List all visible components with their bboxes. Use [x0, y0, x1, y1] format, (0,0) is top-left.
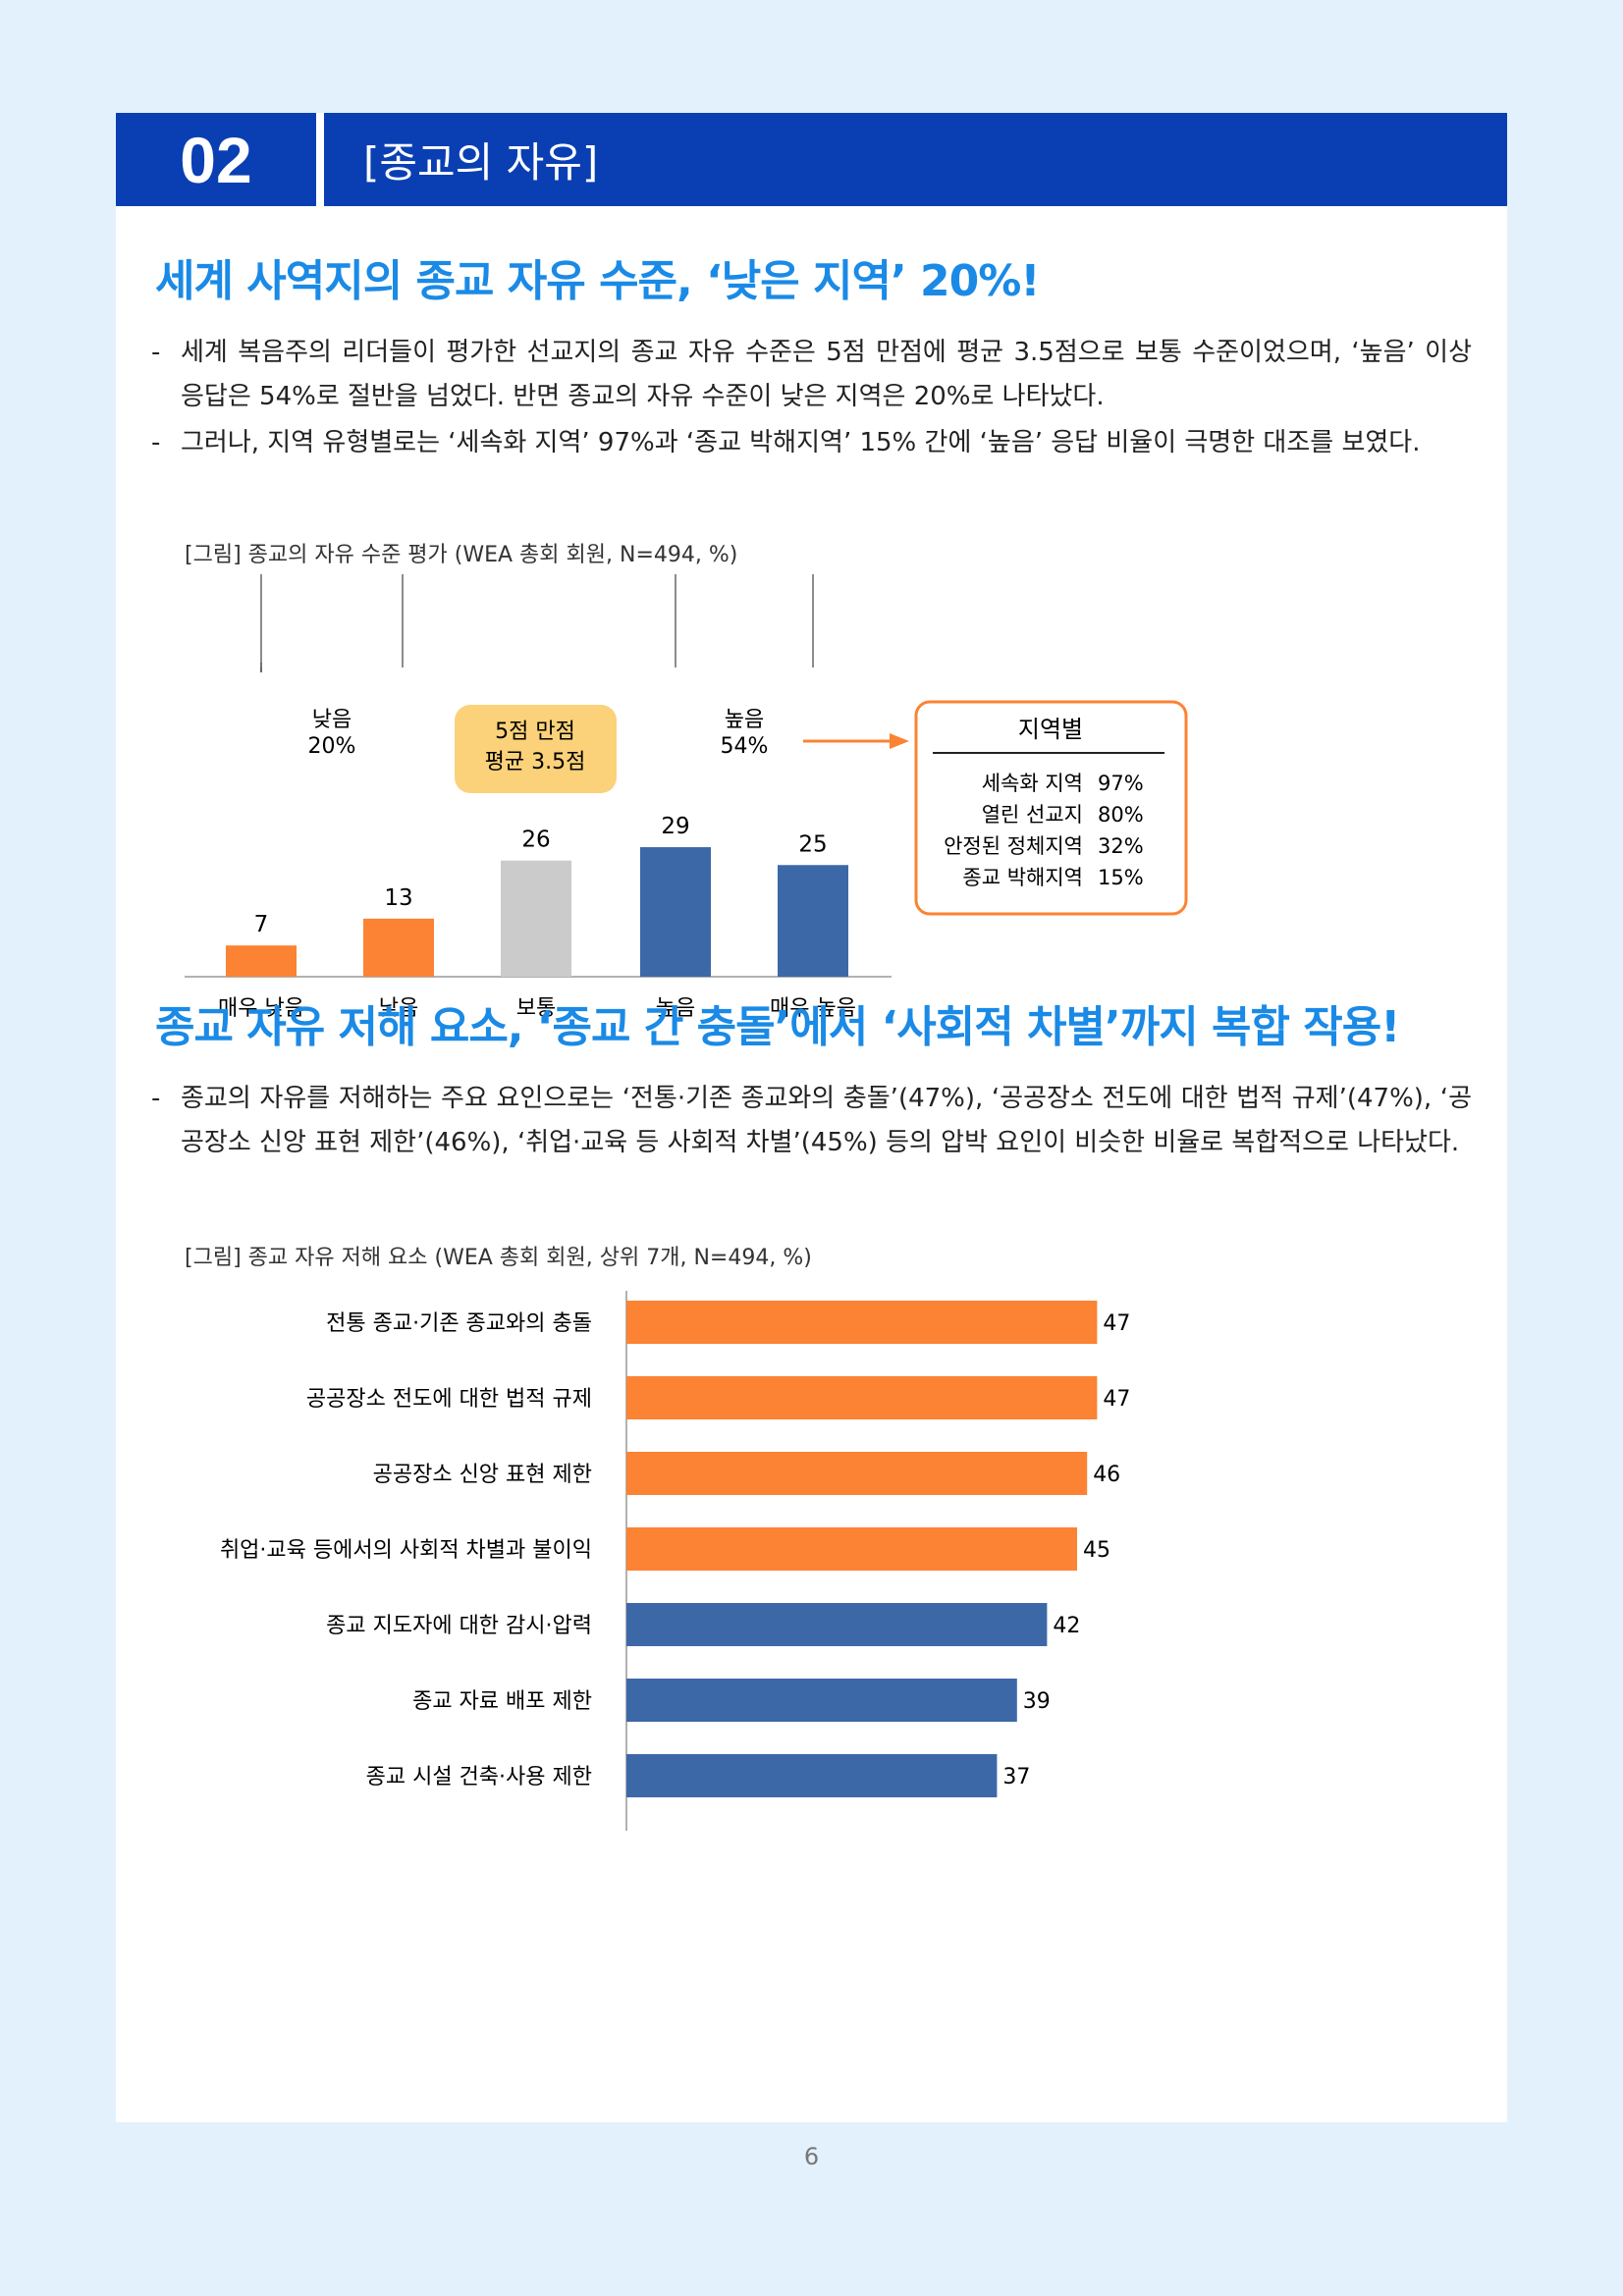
bar-value-label: 25 — [798, 831, 827, 857]
bar-value-label: 47 — [1103, 1387, 1130, 1412]
high-bracket — [675, 574, 814, 667]
bar-value-label: 29 — [661, 814, 689, 839]
bar-value-label: 7 — [254, 912, 269, 937]
bar — [501, 860, 571, 977]
category-label: 공공장소 신앙 표현 제한 — [373, 1463, 592, 1487]
region-box-title: 지역별 — [1018, 716, 1083, 743]
high-group-label: 높음 — [725, 708, 764, 732]
bar — [778, 865, 848, 977]
category-label: 종교 시설 건축·사용 제한 — [366, 1765, 592, 1789]
category-label: 낮음 — [379, 996, 418, 1021]
region-name: 열린 선교지 — [982, 803, 1083, 827]
category-label: 종교 지도자에 대한 감시·압력 — [326, 1614, 592, 1638]
headline-1: 세계 사역지의 종교 자유 수준, ‘낮은 지역’ 20%! — [155, 256, 1040, 306]
caption-2: [그림] 종교 자유 저해 요소 (WEA 총회 회원, 상위 7개, N=49… — [185, 1246, 812, 1270]
bar-value-label: 37 — [1002, 1765, 1030, 1789]
report-page: 02 [종교의 자유] 세계 사역지의 종교 자유 수준, ‘낮은 지역’ 20… — [116, 113, 1507, 2122]
category-label: 높음 — [656, 996, 695, 1021]
low-bracket — [260, 574, 404, 667]
category-label: 공공장소 전도에 대한 법적 규제 — [306, 1387, 592, 1412]
bullet-2-1: 종교의 자유를 저해하는 주요 요인으로는 ‘전통·기존 종교와의 충돌’(47… — [151, 1077, 1472, 1165]
bar-value-label: 42 — [1053, 1614, 1080, 1638]
page-number: 6 — [803, 2143, 820, 2170]
low-group-label: 낮음 — [312, 708, 352, 732]
category-label: 전통 종교·기존 종교와의 충돌 — [326, 1311, 592, 1336]
freedom-level-chart: 낮음 20% 높음 54% 5점 만점 평균 3.5점 지역별 세속화 지역 97… — [185, 574, 1188, 1021]
bar-value-label: 47 — [1103, 1311, 1130, 1336]
headline-2: 종교 자유 저해 요소, ‘종교 간 충돌’에서 ‘사회적 차별’까지 복합 작… — [155, 1002, 1400, 1052]
bullet-1-1: 세계 복음주의 리더들이 평가한 선교지의 종교 자유 수준은 5점 만점에 평… — [151, 331, 1472, 419]
bar — [226, 945, 297, 977]
bar-value-label: 45 — [1083, 1538, 1110, 1563]
category-label: 종교 자료 배포 제한 — [412, 1689, 592, 1714]
region-value: 15% — [1098, 866, 1144, 889]
section-title: [종교의 자유] — [324, 113, 1507, 206]
bar-value-label: 13 — [384, 885, 412, 911]
score-badge — [455, 705, 617, 793]
region-name: 안정된 정체지역 — [944, 834, 1083, 858]
bar — [626, 1301, 1098, 1344]
category-label: 취업·교육 등에서의 사회적 차별과 불이익 — [220, 1538, 592, 1563]
freedom-barriers-chart: 47 전통 종교·기존 종교와의 충돌 47 공공장소 전도에 대한 법적 규제 46 공… — [220, 1291, 1130, 1831]
region-value: 32% — [1098, 834, 1144, 858]
bar — [626, 1603, 1048, 1646]
bar — [626, 1376, 1098, 1419]
category-label: 매우 높음 — [770, 996, 856, 1021]
arrow-head-icon — [890, 733, 909, 749]
bar — [363, 918, 434, 977]
bar-value-label: 46 — [1093, 1463, 1120, 1487]
category-label: 매우 낮음 — [218, 996, 304, 1021]
bullet-1-2: 그러나, 지역 유형별로는 ‘세속화 지역’ 97%과 ‘종교 박해지역’ 15… — [151, 421, 1472, 465]
high-group-value: 54% — [721, 734, 769, 759]
region-value: 97% — [1098, 772, 1144, 795]
low-group-value: 20% — [308, 734, 356, 759]
bar — [626, 1679, 1017, 1722]
bar — [626, 1452, 1088, 1495]
bar — [640, 847, 711, 977]
bar-value-label: 39 — [1023, 1689, 1051, 1714]
region-name: 세속화 지역 — [982, 772, 1083, 795]
score-badge-line1: 5점 만점 — [495, 720, 575, 744]
score-badge-line2: 평균 3.5점 — [485, 750, 586, 774]
section-number: 02 — [116, 113, 316, 206]
bar-value-label: 26 — [521, 828, 550, 853]
bar — [626, 1527, 1077, 1571]
region-name: 종교 박해지역 — [962, 866, 1083, 889]
bar — [626, 1754, 998, 1797]
category-label: 보통 — [516, 996, 556, 1021]
region-box — [914, 700, 1188, 916]
caption-1: [그림] 종교의 자유 수준 평가 (WEA 총회 회원, N=494, %) — [185, 543, 738, 567]
region-value: 80% — [1098, 803, 1144, 827]
